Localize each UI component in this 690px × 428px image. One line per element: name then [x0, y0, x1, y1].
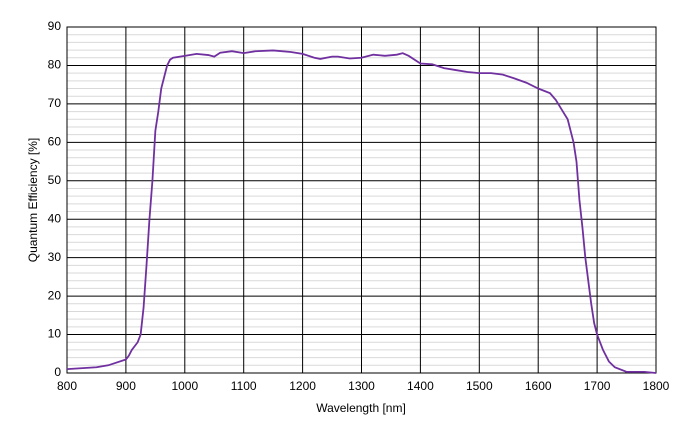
x-tick-label: 1400: [407, 379, 434, 393]
y-tick-label: 60: [48, 135, 62, 149]
x-tick-label: 1100: [231, 379, 257, 393]
x-tick-label: 1800: [643, 379, 670, 393]
x-tick-label: 1600: [525, 379, 552, 393]
y-tick-label: 50: [48, 173, 62, 187]
x-tick-label: 1300: [348, 379, 375, 393]
y-tick-label: 70: [48, 96, 62, 110]
x-tick-label: 1000: [171, 379, 198, 393]
y-tick-label: 10: [48, 327, 62, 341]
x-tick-label: 900: [116, 379, 136, 393]
plot-border: [66, 26, 657, 374]
x-axis-label: Wavelength [nm]: [316, 401, 406, 415]
y-tick-label: 90: [48, 19, 62, 33]
y-tick-label: 40: [48, 211, 62, 225]
x-tick-label: 1500: [466, 379, 493, 393]
data-line: [66, 49, 657, 374]
x-tick-label: 800: [57, 379, 77, 393]
y-tick-label: 20: [48, 288, 62, 302]
y-tick-label: 0: [54, 365, 61, 379]
x-tick-label: 1200: [289, 379, 316, 393]
x-tick-label: 1700: [584, 379, 611, 393]
y-tick-label: 80: [48, 58, 62, 72]
y-tick-label: 30: [48, 250, 62, 264]
y-axis-label: Quantum Efficiency [%]: [26, 138, 40, 263]
